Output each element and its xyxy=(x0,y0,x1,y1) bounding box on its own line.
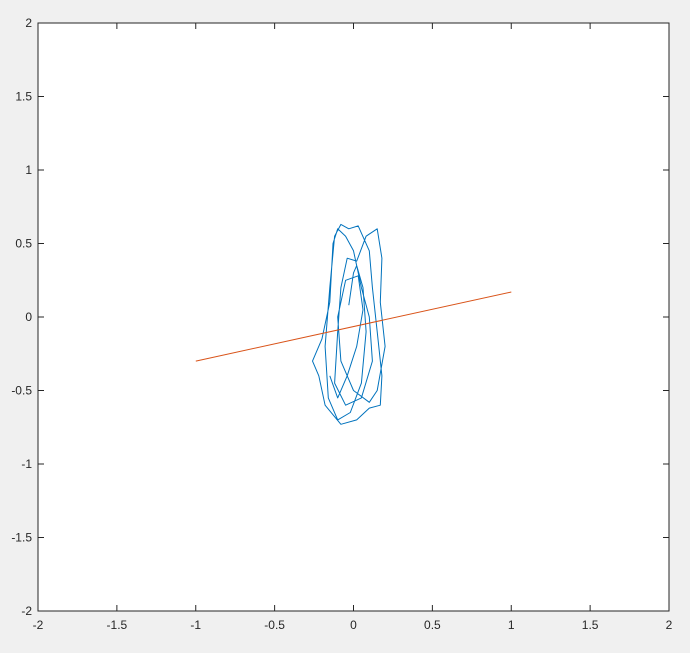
y-tick-label: 1.5 xyxy=(15,90,32,104)
series-line-0 xyxy=(312,223,386,425)
series-layer xyxy=(195,223,512,425)
x-tick-label: 1.5 xyxy=(582,618,599,632)
y-tick-label: -2 xyxy=(21,604,32,618)
x-tick-label: -1.5 xyxy=(107,618,128,632)
x-tick-label: 0.5 xyxy=(424,618,441,632)
y-tick-label: 1 xyxy=(25,163,32,177)
series-line-1 xyxy=(195,291,512,362)
x-tick-label: -1 xyxy=(190,618,201,632)
y-tick-label: 2 xyxy=(25,16,32,30)
y-tick-label: 0 xyxy=(25,310,32,324)
y-tick-label: -0.5 xyxy=(11,384,32,398)
x-tick-label: -0.5 xyxy=(264,618,285,632)
y-tick-label: -1.5 xyxy=(11,531,32,545)
y-tick-label: -1 xyxy=(21,457,32,471)
x-tick-label: 2 xyxy=(666,618,673,632)
plot-area xyxy=(38,23,669,611)
x-tick-label: -2 xyxy=(33,618,44,632)
x-tick-label: 0 xyxy=(350,618,357,632)
axes-layer: -2 -1.5 -1 -0.5 0 0.5 1 1.5 2 -2 -1.5 -1 -0.5 0 0.5 1 1.… xyxy=(11,16,672,632)
x-tick-label: 1 xyxy=(508,618,515,632)
y-tick-label: 0.5 xyxy=(15,237,32,251)
